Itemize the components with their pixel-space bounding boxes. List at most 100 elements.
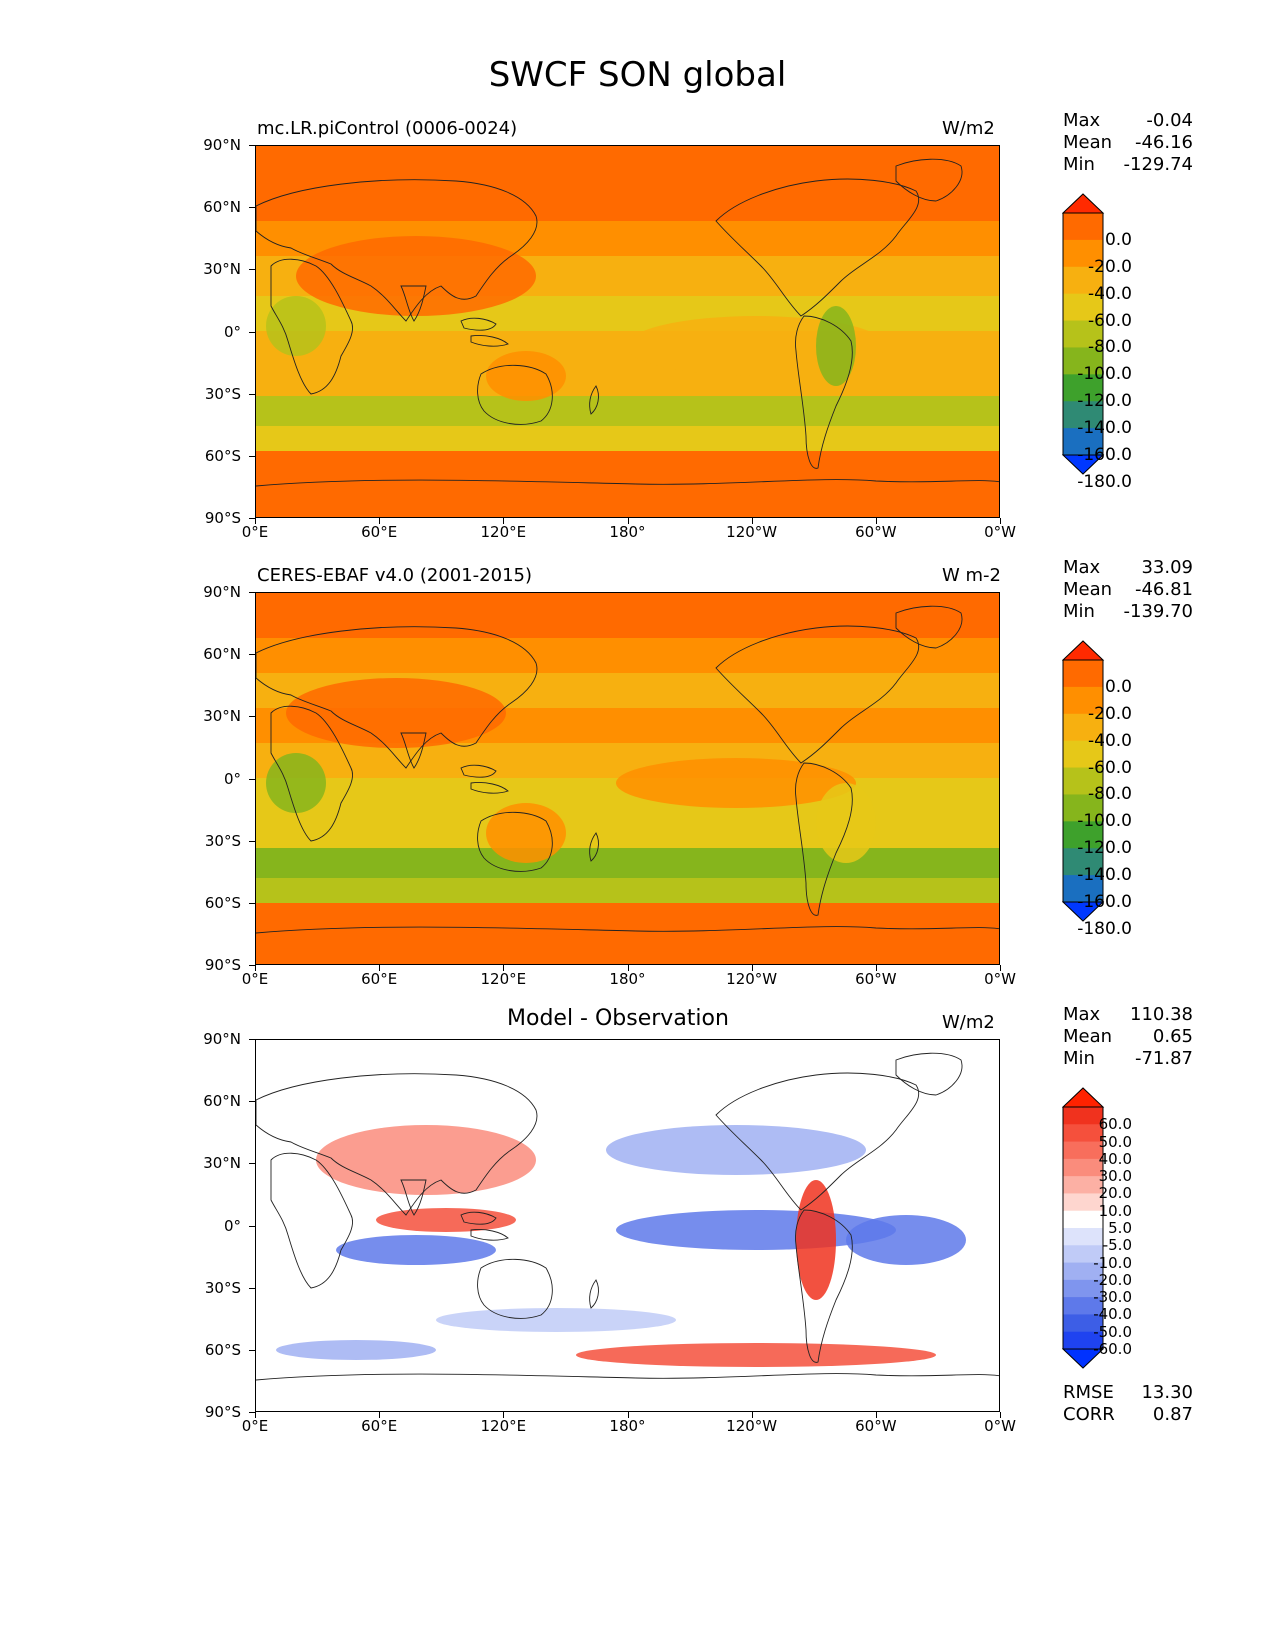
field-band <box>256 426 999 451</box>
lat-label: 0° <box>223 322 241 341</box>
colorbar-segment <box>1063 401 1103 429</box>
coastline <box>470 1229 509 1241</box>
field-band <box>256 638 999 673</box>
colorbar-label: -20.0 <box>1088 703 1132 724</box>
lat-label: 90°S <box>204 509 241 527</box>
lon-tick <box>627 1412 629 1418</box>
stat-name: Mean <box>1063 579 1113 600</box>
coastline <box>795 315 853 469</box>
lat-label: 60°N <box>203 1092 241 1111</box>
lat-tick <box>249 592 255 593</box>
stat-value: 0.65 <box>1152 1026 1193 1047</box>
field-region <box>576 1343 936 1367</box>
colorbar-segment <box>1063 1193 1103 1212</box>
error-stat-name: CORR <box>1063 1404 1115 1425</box>
colorbar-label: -180.0 <box>1077 471 1132 492</box>
coastline <box>400 1179 427 1216</box>
colorbar-label: -5.0 <box>1102 1236 1132 1255</box>
stat-name: Mean <box>1063 132 1113 153</box>
colorbar-segment <box>1063 213 1103 241</box>
lat-label: 90°S <box>204 1403 241 1421</box>
units-label: W/m2 <box>942 1012 995 1033</box>
coastline <box>256 626 538 769</box>
lat-label: 30°N <box>203 1154 241 1173</box>
lat-tick <box>249 455 255 457</box>
colorbar-segment <box>1063 239 1103 268</box>
field-band <box>256 903 999 964</box>
error-stat-row: CORR 0.87 <box>1063 1404 1193 1426</box>
map-plot-area <box>255 1039 1000 1412</box>
coastline <box>470 335 509 347</box>
colorbar-segment <box>1063 320 1103 348</box>
lat-label: 60°S <box>204 1340 241 1359</box>
colorbar-segment <box>1063 713 1103 742</box>
coastline <box>795 1209 853 1363</box>
field-region <box>846 1215 966 1265</box>
stat-row: Mean -46.81 <box>1063 579 1193 601</box>
lat-tick <box>249 1225 255 1227</box>
lon-label: 0°W <box>984 523 1016 541</box>
lat-tick <box>249 1287 255 1289</box>
colorbar-segment <box>1063 740 1103 769</box>
coastline <box>256 179 538 322</box>
field-region <box>286 678 506 748</box>
colorbar-label: 20.0 <box>1098 1184 1132 1203</box>
colorbar-label: 0.0 <box>1104 676 1132 697</box>
stat-name: Mean <box>1063 1026 1113 1047</box>
colorbar-label: -120.0 <box>1077 838 1132 859</box>
colorbar-label: 10.0 <box>1098 1201 1132 1220</box>
coastline <box>400 285 427 322</box>
field-region <box>816 306 856 386</box>
colorbar-label: -60.0 <box>1088 757 1132 778</box>
coastline <box>589 1279 599 1309</box>
colorbar-label: -120.0 <box>1077 391 1132 412</box>
colorbar-label: 0.0 <box>1104 229 1132 250</box>
colorbar-segment <box>1063 1314 1103 1333</box>
colorbar-segment <box>1063 1141 1103 1160</box>
lon-label: 60°E <box>361 970 398 988</box>
colorbar-frame <box>1062 659 1104 903</box>
colorbar-segment <box>1063 1228 1103 1246</box>
colorbar <box>1061 193 1106 481</box>
field-band <box>256 593 999 638</box>
lon-label: 60°E <box>361 1417 398 1435</box>
lon-label: 60°E <box>361 523 398 541</box>
lat-label: 0° <box>223 1216 241 1235</box>
colorbar-segment <box>1063 347 1103 375</box>
field-region <box>486 803 566 863</box>
coastline <box>715 625 919 764</box>
lon-label: 60°W <box>855 523 897 541</box>
field-region <box>606 1125 866 1175</box>
colorbar-cap-top <box>1061 640 1105 661</box>
coastline <box>895 605 963 649</box>
lat-label: 90°S <box>204 956 241 974</box>
field-region <box>276 1340 436 1360</box>
colorbar-label: -140.0 <box>1077 865 1132 886</box>
colorbar-label: -60.0 <box>1093 1340 1132 1358</box>
field-region <box>336 1235 496 1265</box>
field-region <box>296 236 536 316</box>
lat-label: 30°N <box>203 260 241 279</box>
panel-observation: CERES-EBAF v4.0 (2001-2015) W m-2 90°N 60°N… <box>0 557 1275 1027</box>
stat-name: Max <box>1063 557 1101 578</box>
coastline <box>270 258 353 395</box>
lon-label: 60°W <box>855 970 897 988</box>
colorbar-label: -20.0 <box>1088 256 1132 277</box>
lat-label: 60°N <box>203 198 241 217</box>
stat-value: -71.87 <box>1134 1048 1193 1069</box>
colorbar-segment <box>1063 1210 1103 1229</box>
field-region <box>266 753 326 813</box>
lat-tick <box>249 716 255 718</box>
lat-tick <box>249 331 255 333</box>
lon-label: 180° <box>609 970 646 988</box>
colorbar-label: -160.0 <box>1077 892 1132 912</box>
coastline <box>470 782 509 794</box>
colorbar-label: -60.0 <box>1088 310 1132 331</box>
lat-label: 30°S <box>204 1278 241 1297</box>
lon-label: 180° <box>609 523 646 541</box>
lon-tick <box>255 1412 256 1418</box>
colorbar-segment <box>1063 875 1103 903</box>
coastline <box>256 1373 999 1381</box>
field-region <box>316 1125 536 1195</box>
field-region <box>816 783 876 863</box>
